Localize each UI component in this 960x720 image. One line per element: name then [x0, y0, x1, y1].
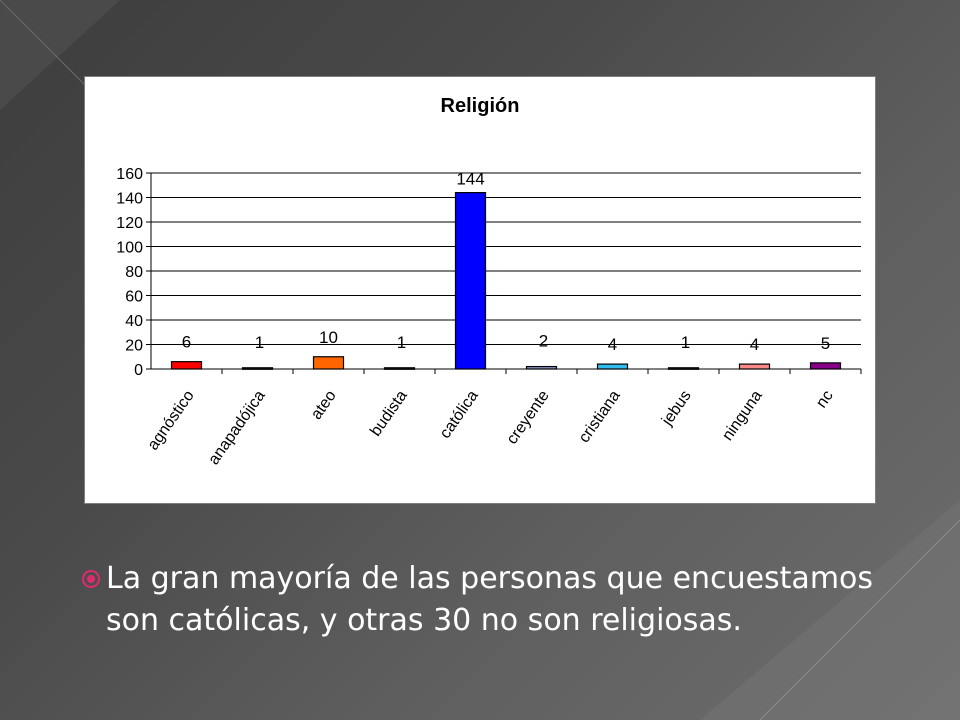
- slide-caption: La gran mayoría de las personas que encu…: [82, 558, 922, 642]
- data-label-agnóstico: 6: [182, 333, 191, 352]
- data-label-ninguna: 4: [750, 335, 759, 354]
- target-bullet-icon: [82, 570, 100, 588]
- data-label-creyente: 2: [539, 332, 548, 351]
- y-tick-label: 20: [125, 338, 143, 355]
- x-tick-label-budista: budista: [367, 387, 411, 439]
- chart-title: Religión: [440, 95, 520, 117]
- y-tick-label: 140: [116, 191, 143, 208]
- x-tick-label-nc: nc: [813, 388, 837, 412]
- data-label-nc: 5: [821, 334, 830, 353]
- data-label-cristiana: 4: [608, 335, 617, 354]
- bar-católica: [454, 191, 487, 370]
- y-tick-label: 120: [116, 215, 143, 232]
- bar-agnóstico: [170, 361, 203, 370]
- x-tick-label-creyente: creyente: [504, 387, 553, 447]
- y-tick-label: 40: [125, 313, 143, 330]
- x-tick-label-católica: católica: [437, 387, 482, 441]
- y-tick-label: 60: [125, 289, 143, 306]
- y-tick-label: 80: [125, 264, 143, 281]
- data-label-ateo: 10: [319, 328, 338, 347]
- y-tick-label: 100: [116, 240, 143, 257]
- data-label-budista: 1: [397, 333, 406, 352]
- x-tick-label-ninguna: ninguna: [719, 387, 766, 443]
- x-tick-label-jebus: jebus: [658, 388, 694, 430]
- bar-cristiana: [596, 363, 629, 370]
- bar-nc: [809, 362, 842, 370]
- y-tick-label: 160: [116, 166, 143, 183]
- x-tick-label-cristiana: cristiana: [576, 387, 624, 446]
- bar-creyente: [525, 365, 558, 370]
- x-tick-label-agnóstico: agnóstico: [145, 387, 198, 453]
- bar-ninguna: [738, 363, 771, 370]
- y-tick-label: 0: [134, 362, 143, 379]
- data-label-católica: 144: [456, 170, 484, 189]
- chart-container: Religión 0 20 40 60 80 100 120 140 160 6 agnóstico…: [84, 76, 876, 504]
- bar-anapadójica: [241, 367, 274, 370]
- bar-chart: 0 20 40 60 80 100 120 140 160 6 agnóstico 1 anapadój…: [116, 166, 862, 468]
- bar-budista: [383, 367, 416, 370]
- x-tick-label-anapadójica: anapadójica: [205, 387, 268, 468]
- bar-ateo: [312, 356, 345, 370]
- x-tick-label-ateo: ateo: [308, 387, 340, 422]
- data-label-anapadójica: 1: [255, 333, 264, 352]
- caption-text: La gran mayoría de las personas que encu…: [106, 561, 874, 638]
- bar-jebus: [667, 367, 700, 370]
- data-label-jebus: 1: [681, 333, 690, 352]
